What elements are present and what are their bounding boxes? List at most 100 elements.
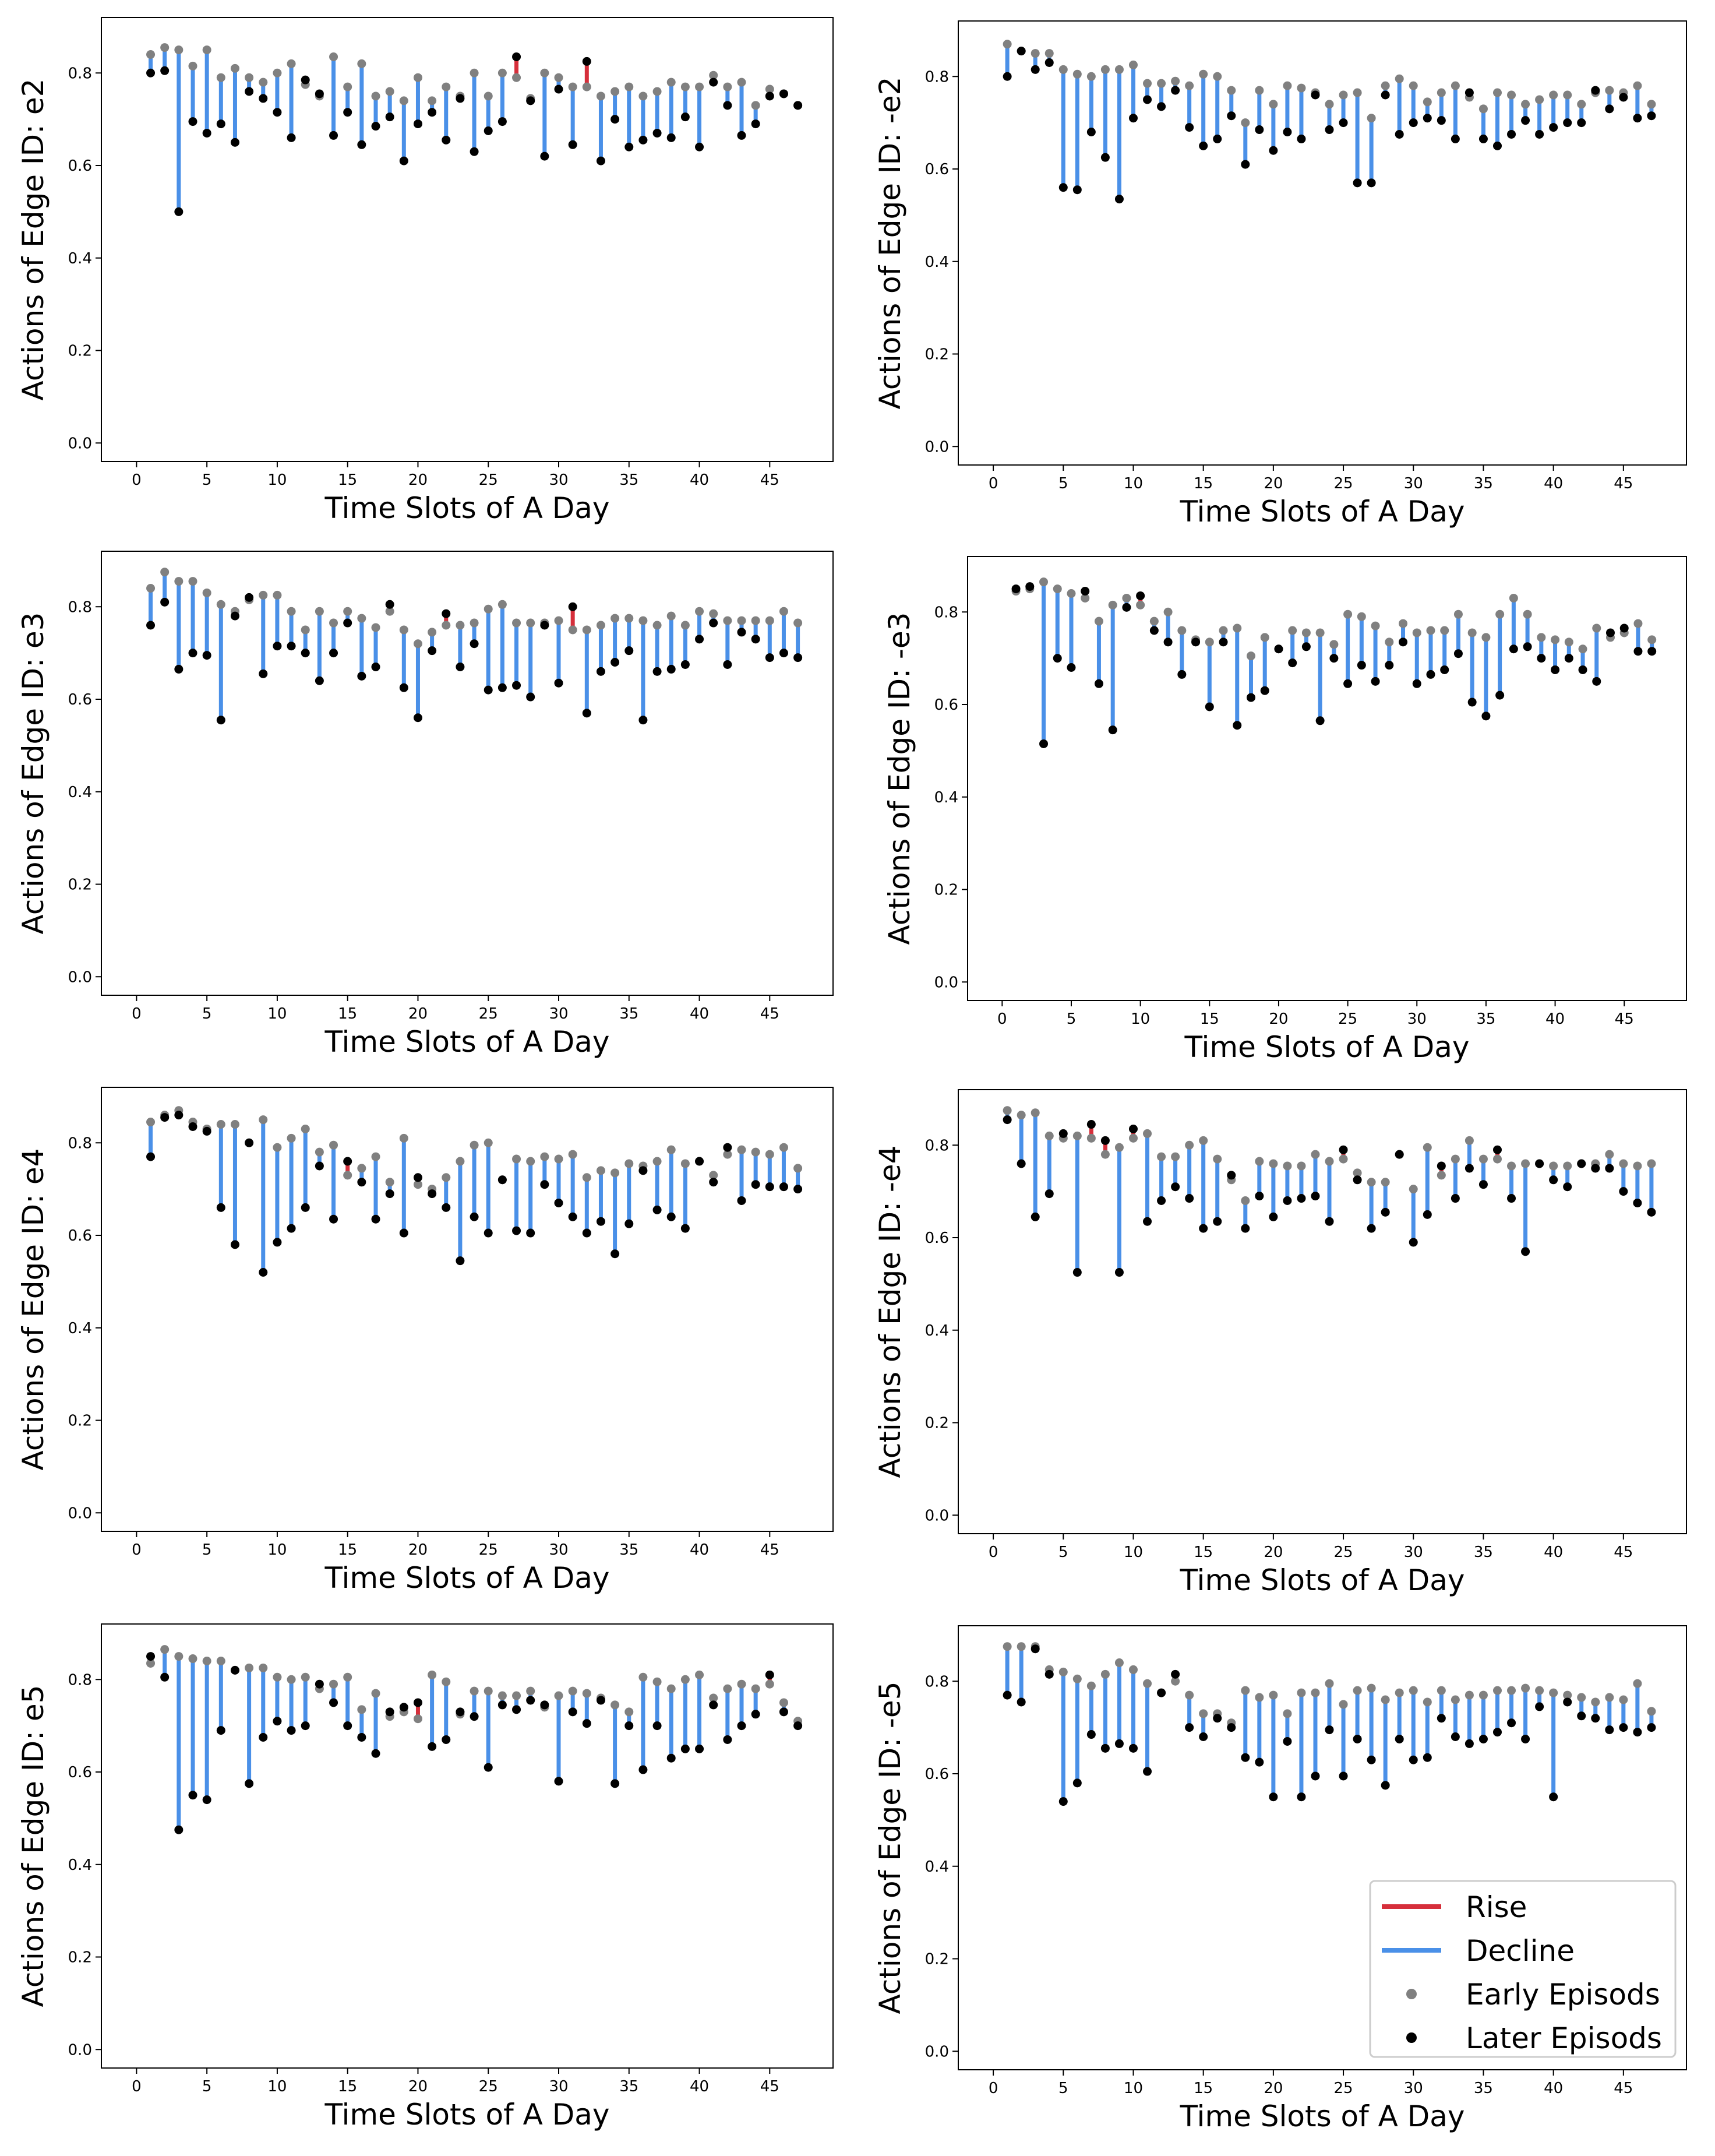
x-tick-label: 0 xyxy=(132,471,142,489)
later-episode-point xyxy=(751,1710,760,1719)
early-episode-point xyxy=(160,568,170,577)
legend-later-dot xyxy=(1406,2032,1417,2043)
early-episode-point xyxy=(1171,76,1180,86)
x-tick-label: 30 xyxy=(549,2078,568,2095)
later-episode-point xyxy=(611,1249,620,1259)
later-episode-point xyxy=(1339,1771,1348,1781)
early-episode-point xyxy=(737,1145,746,1154)
panel-top-left: 0 5 10 15 20 25 30 35 40 45 0.0 0.2 0.4 0.6 0.8 Time Sl… xyxy=(16,17,834,525)
later-episode-point xyxy=(1409,1238,1418,1247)
later-episode-point xyxy=(1478,1180,1488,1189)
early-episode-point xyxy=(1451,1695,1460,1704)
early-episode-point xyxy=(1067,589,1076,598)
later-episode-point xyxy=(624,646,634,656)
later-episode-point xyxy=(146,68,156,77)
later-episode-point xyxy=(273,642,282,651)
early-episode-point xyxy=(709,1693,718,1703)
early-episode-point xyxy=(1437,1171,1446,1180)
later-episode-point xyxy=(624,1219,634,1228)
legend-rise-label: Rise xyxy=(1466,1890,1527,1924)
early-episode-point xyxy=(160,43,170,52)
later-episode-point xyxy=(1578,665,1587,674)
early-episode-point xyxy=(1619,1159,1628,1168)
early-episode-point xyxy=(1143,1129,1152,1138)
x-tick-label: 15 xyxy=(338,1005,357,1023)
later-episode-point xyxy=(413,1173,422,1182)
y-tick-label: 0.6 xyxy=(925,1230,949,1247)
later-episode-point xyxy=(1605,628,1615,637)
later-episode-point xyxy=(1563,118,1572,128)
later-episode-point xyxy=(1114,1268,1124,1277)
x-tick-label: 45 xyxy=(760,2078,779,2095)
later-episode-point xyxy=(1205,702,1214,711)
later-episode-point xyxy=(568,140,577,149)
early-episode-point xyxy=(1465,1136,1474,1145)
later-episode-point xyxy=(1185,1723,1194,1732)
later-episode-point xyxy=(1213,134,1222,143)
x-tick-label: 40 xyxy=(1544,475,1563,492)
later-episode-point xyxy=(315,1679,324,1689)
early-episode-point xyxy=(442,82,451,91)
later-episode-point xyxy=(1605,104,1614,114)
later-episode-point xyxy=(1647,111,1656,121)
later-episode-point xyxy=(484,126,493,135)
y-tick-label: 0.2 xyxy=(934,882,958,899)
early-episode-point xyxy=(652,1157,662,1166)
later-episode-point xyxy=(1297,134,1306,143)
y-tick-label: 0.6 xyxy=(68,157,92,175)
later-episode-point xyxy=(1437,116,1446,125)
later-episode-point xyxy=(1619,93,1628,102)
early-episode-point xyxy=(1136,600,1145,610)
later-episode-point xyxy=(1509,644,1518,654)
early-episode-point xyxy=(470,1686,479,1696)
early-episode-point xyxy=(315,1147,324,1157)
early-episode-point xyxy=(1492,1686,1502,1695)
later-episode-point xyxy=(1017,1697,1026,1707)
later-episode-point xyxy=(329,1698,338,1707)
early-episode-point xyxy=(1535,1686,1544,1695)
x-tick-label: 5 xyxy=(202,471,212,489)
early-episode-point xyxy=(146,1118,156,1127)
y-tick-label: 0.8 xyxy=(68,1135,92,1152)
early-episode-point xyxy=(1381,81,1390,90)
x-tick-label: 15 xyxy=(1194,1544,1213,1561)
later-episode-point xyxy=(1227,1171,1236,1180)
later-episode-point xyxy=(1467,697,1477,707)
later-episode-point xyxy=(1478,134,1488,143)
panel-bottom-left: 0 5 10 15 20 25 30 35 40 45 0.0 0.2 0.4 0.6 0.8 Time Sl… xyxy=(16,1623,834,2132)
early-episode-point xyxy=(1325,1679,1334,1688)
later-episode-point xyxy=(765,1670,774,1679)
later-episode-point xyxy=(357,140,366,149)
later-episode-point xyxy=(1072,1778,1082,1788)
early-episode-point xyxy=(1283,1709,1292,1718)
later-episode-point xyxy=(497,683,507,692)
early-episode-point xyxy=(456,621,465,630)
early-episode-point xyxy=(484,604,493,614)
later-episode-point xyxy=(1094,679,1103,688)
later-episode-point xyxy=(680,1224,690,1233)
early-episode-point xyxy=(1481,633,1491,642)
later-episode-point xyxy=(1003,1690,1012,1700)
later-episode-point xyxy=(709,77,718,87)
x-tick-label: 40 xyxy=(690,2078,709,2095)
early-episode-point xyxy=(1241,1686,1250,1695)
early-episode-point xyxy=(1578,644,1587,654)
early-episode-point xyxy=(371,91,380,101)
early-episode-point xyxy=(343,607,352,616)
early-episode-point xyxy=(1283,1161,1292,1171)
later-episode-point xyxy=(1619,1187,1628,1196)
early-episode-point xyxy=(652,1677,662,1686)
early-episode-point xyxy=(723,1150,732,1159)
later-episode-point xyxy=(202,1126,211,1136)
later-episode-point xyxy=(1128,1743,1138,1753)
x-tick-label: 20 xyxy=(1264,475,1283,492)
early-episode-point xyxy=(1072,1674,1082,1683)
early-episode-point xyxy=(202,45,211,55)
early-episode-point xyxy=(1339,1154,1348,1164)
later-episode-point xyxy=(1423,1210,1432,1219)
early-episode-point xyxy=(596,621,605,630)
later-episode-point xyxy=(329,131,338,140)
early-episode-point xyxy=(1647,100,1656,109)
early-episode-point xyxy=(666,1684,676,1693)
later-episode-point xyxy=(1213,1714,1222,1723)
